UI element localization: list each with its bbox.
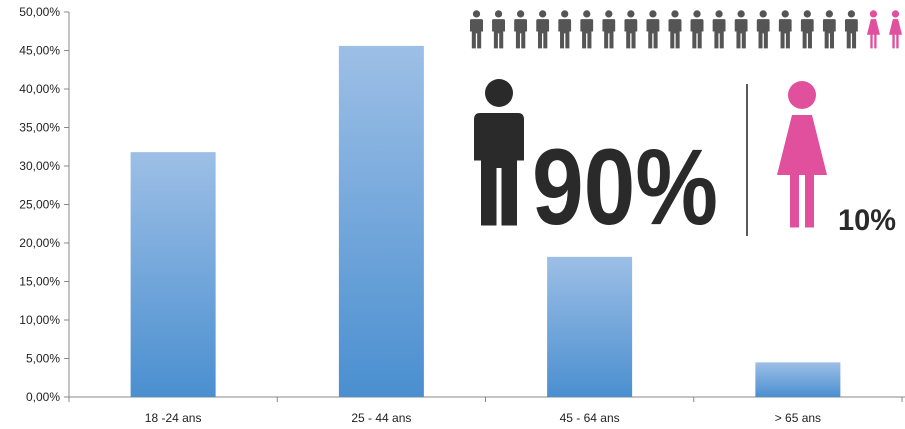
bar-1: [130, 152, 216, 397]
woman-icon: [866, 10, 880, 49]
man-icon: [778, 10, 792, 49]
male-percentage: 90%: [532, 126, 718, 247]
y-tick-label: 40,00%: [19, 82, 60, 96]
x-tick-label: 25 - 44 ans: [351, 411, 411, 425]
y-tick-label: 20,00%: [19, 236, 60, 250]
man-icon: [844, 10, 858, 49]
x-tick-label: 45 - 64 ans: [560, 411, 620, 425]
man-icon: [492, 10, 506, 49]
man-icon: [624, 10, 638, 49]
gender-infographic: 90% 10%: [470, 10, 902, 247]
bar-3: [547, 256, 633, 397]
man-icon: [668, 10, 682, 49]
y-tick-label: 0,00%: [26, 390, 60, 404]
bar-4: [755, 362, 841, 397]
y-tick-label: 45,00%: [19, 44, 60, 58]
man-icon: [470, 10, 483, 49]
man-icon: [558, 10, 572, 49]
man-icon: [756, 10, 770, 49]
bar-2: [338, 45, 424, 397]
y-tick-label: 5,00%: [26, 352, 60, 366]
man-icon: [646, 10, 660, 49]
bar-series: [130, 45, 841, 397]
man-icon: [690, 10, 704, 49]
y-tick-label: 15,00%: [19, 275, 60, 289]
y-tick-label: 10,00%: [19, 313, 60, 327]
man-icon: [712, 10, 726, 49]
man-icon: [800, 10, 814, 49]
woman-icon: [889, 10, 902, 49]
y-axis: 0,00% 5,00% 10,00% 15,00% 20,00% 25,00% 30,00%…: [19, 5, 70, 404]
man-icon: [602, 10, 616, 49]
x-axis: 18 -24 ans 25 - 44 ans 45 - 64 ans > 65 ans: [68, 396, 905, 425]
y-tick-label: 30,00%: [19, 159, 60, 173]
man-icon: [734, 10, 748, 49]
x-tick-label: 18 -24 ans: [145, 411, 202, 425]
female-percentage: 10%: [838, 204, 896, 237]
people-icon-row: [470, 10, 902, 49]
y-tick-label: 25,00%: [19, 198, 60, 212]
man-icon: [580, 10, 594, 49]
man-icon: [474, 79, 524, 226]
y-tick-label: 35,00%: [19, 121, 60, 135]
woman-icon: [777, 81, 827, 228]
y-tick-label: 50,00%: [19, 5, 60, 19]
x-tick-label: > 65 ans: [775, 411, 821, 425]
man-icon: [822, 10, 836, 49]
man-icon: [536, 10, 550, 49]
man-icon: [514, 10, 528, 49]
